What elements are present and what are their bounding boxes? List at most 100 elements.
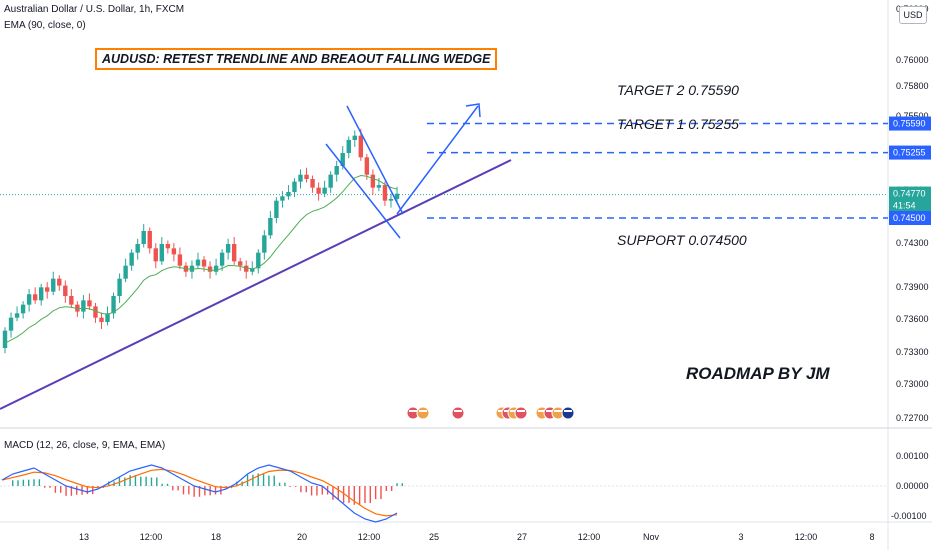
candle-body [111,296,116,314]
time-tick-label: 18 [211,532,221,542]
macd-tick-label: -0.00100 [891,511,927,521]
candle-body [358,135,364,158]
arrow-head-icon [465,103,481,118]
time-tick-label: 12:00 [795,532,818,542]
candle-body [292,181,297,192]
price-tick-label: 0.73900 [896,282,929,292]
candle-body [310,179,315,188]
candle-body [105,313,110,322]
price-tag [889,116,931,131]
candle-body [159,244,164,262]
candle-body [135,244,140,253]
candle-body [87,300,92,307]
price-tag [889,145,931,160]
time-tick-label: 25 [429,532,439,542]
candle-body [346,140,351,153]
price-tag-label: 0.74500 [893,213,926,223]
price-tick-label: 0.73600 [896,314,929,324]
currency-badge[interactable]: USD [899,6,927,24]
countdown-label: 41:54 [893,201,916,211]
candle-body [213,265,219,272]
candle-body [57,278,62,286]
candle-body [93,306,98,318]
event-flag-stripe [538,410,546,412]
candle-body [352,135,357,140]
candle-body [20,304,26,314]
event-flag-stripe [409,410,417,412]
price-tick-label: 0.75800 [896,81,929,91]
candle-body [370,174,376,188]
time-tick-label: 8 [869,532,874,542]
candle-body [364,157,370,175]
candle-body [268,218,273,236]
candle-body [153,248,158,262]
candle-body [340,153,345,166]
candle-body [225,244,231,253]
event-flag-stripe [419,410,427,412]
price-tick-label: 0.75500 [896,111,929,121]
candle-body [201,259,207,267]
macd-tick-label: 0.00000 [896,481,929,491]
time-tick-label: 20 [297,532,307,542]
candle-body [165,244,171,249]
candle-body [274,200,279,218]
support-label: SUPPORT 0.074500 [617,232,747,248]
candle-body [328,174,333,188]
price-tag [889,211,931,225]
price-tick-label: 0.74300 [896,238,929,248]
price-tag-label: 0.75590 [893,119,926,129]
candle-body [81,300,86,312]
candle-body [141,231,146,244]
event-flag-stripe [564,410,572,412]
candle-body [322,187,327,194]
candle-body [298,174,303,182]
macd-legend: MACD (12, 26, close, 9, EMA, EMA) [4,440,166,451]
price-tick-label: 0.76000 [896,55,929,65]
idea-title: AUDUSD: RETEST TRENDLINE AND BREAOUT FAL… [95,48,498,70]
event-flag-icon [451,406,465,420]
breakout-arrow [396,105,479,215]
candle-body [147,231,152,249]
candle-body [382,185,388,201]
price-tick-label: 0.72700 [896,413,929,423]
price-tick-label: 0.73300 [896,347,929,357]
event-flag-stripe [454,410,462,412]
wedge-lower-line [325,143,401,239]
time-tick-label: 12:00 [140,532,163,542]
candle-body [129,252,134,266]
candle-body [123,265,128,279]
event-flag-stripe [554,410,562,412]
candle-body [75,304,80,312]
time-tick-label: 13 [79,532,89,542]
time-tick-label: 3 [738,532,743,542]
price-tag-label: 0.74770 [893,189,926,199]
candle-body [280,196,285,201]
candle-body [2,330,8,348]
price-tag [889,186,931,213]
candle-body [207,266,213,272]
candle-body [376,185,382,188]
candle-body [8,317,14,331]
target2-label: TARGET 2 0.75590 [617,82,739,98]
candle-body [51,278,56,292]
target1-label: TARGET 1 0.75255 [617,116,739,132]
time-tick-label: 12:00 [358,532,381,542]
candle-body [219,252,225,266]
candle-body [394,193,400,199]
candle-body [238,261,243,266]
event-flag-stripe [546,410,554,412]
time-tick-label: Nov [643,532,660,542]
candle-body [14,313,20,318]
event-flag-stripe [517,410,525,412]
candle-body [262,235,267,253]
macd-signal-line [1,468,398,517]
ema-legend: EMA (90, close, 0) [4,20,86,31]
time-tick-label: 12:00 [578,532,601,542]
candle-body [256,252,261,269]
time-tick-label: 27 [517,532,527,542]
ascending-trendline [0,159,512,410]
candle-body [63,285,68,296]
candle-body [244,265,249,272]
